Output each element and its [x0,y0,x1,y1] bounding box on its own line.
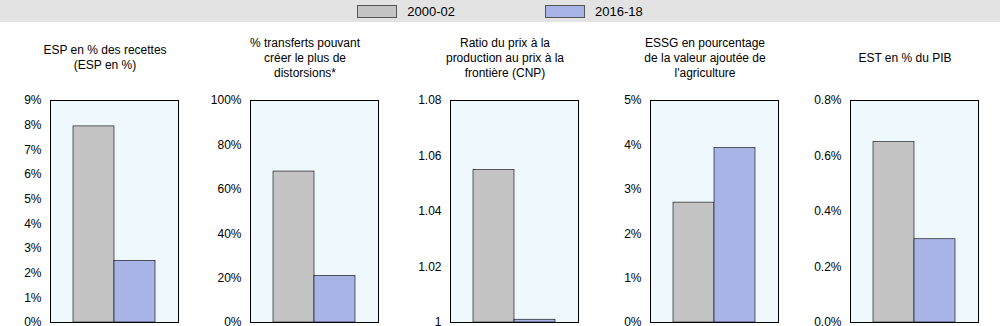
svg-text:20%: 20% [217,271,241,285]
svg-text:1%: 1% [624,271,642,285]
html-text:ESP en % des recettes (ESP en: ESP en % des recettes (ESP en %) [43,43,167,72]
html-text:2000-02: 2000-02 [407,3,455,19]
svg-text:3%: 3% [624,182,642,196]
svg-text:100%: 100% [211,94,242,107]
svg-text:5%: 5% [24,192,42,206]
svg-text:6%: 6% [24,167,42,181]
svg-text:2%: 2% [624,227,642,241]
svg-text:1.06: 1.06 [418,149,442,163]
svg-text:8%: 8% [24,118,42,132]
html-text:Ratio du prix à la production: Ratio du prix à la production au prix à … [446,35,564,80]
svg-text:0.8%: 0.8% [814,94,842,107]
svg-text:60%: 60% [217,182,241,196]
svg-text:0%: 0% [624,315,642,326]
svg-text:40%: 40% [217,227,241,241]
svg-text:0.2%: 0.2% [814,260,842,274]
svg-text:4%: 4% [624,138,642,152]
svg-text:4%: 4% [24,217,42,231]
svg-text:1%: 1% [24,291,42,305]
svg-text:80%: 80% [217,138,241,152]
html-text:ESSG en pourcentage de la vale: ESSG en pourcentage de la valeur ajoutée… [644,35,766,80]
svg-text:0.0%: 0.0% [814,315,842,326]
html-text:EST en % du PIB: EST en % du PIB [858,50,952,65]
svg-text:0%: 0% [224,315,242,326]
svg-text:0.6%: 0.6% [814,149,842,163]
svg-text:1.04: 1.04 [418,204,442,218]
svg-text:1.02: 1.02 [418,260,442,274]
html-text:% transferts pouvant créer le: % transferts pouvant créer le plus de di… [250,35,360,80]
svg-text:1.08: 1.08 [418,94,442,107]
svg-text:0%: 0% [24,315,42,326]
html-text:2016-18: 2016-18 [595,3,643,19]
svg-text:9%: 9% [24,94,42,107]
svg-text:5%: 5% [624,94,642,107]
svg-text:0.4%: 0.4% [814,204,842,218]
svg-text:2%: 2% [24,266,42,280]
svg-text:1: 1 [435,315,442,326]
svg-text:7%: 7% [24,143,42,157]
svg-text:3%: 3% [24,241,42,255]
